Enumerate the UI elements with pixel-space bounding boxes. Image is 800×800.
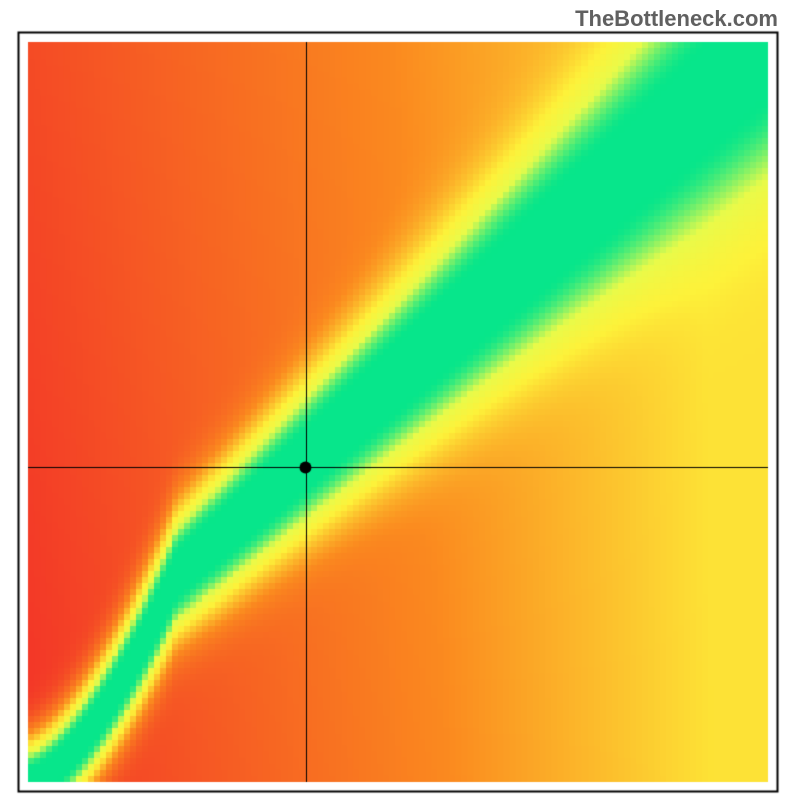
- chart-container: TheBottleneck.com: [0, 0, 800, 800]
- watermark-text: TheBottleneck.com: [575, 6, 778, 32]
- heatmap-canvas: [0, 0, 800, 800]
